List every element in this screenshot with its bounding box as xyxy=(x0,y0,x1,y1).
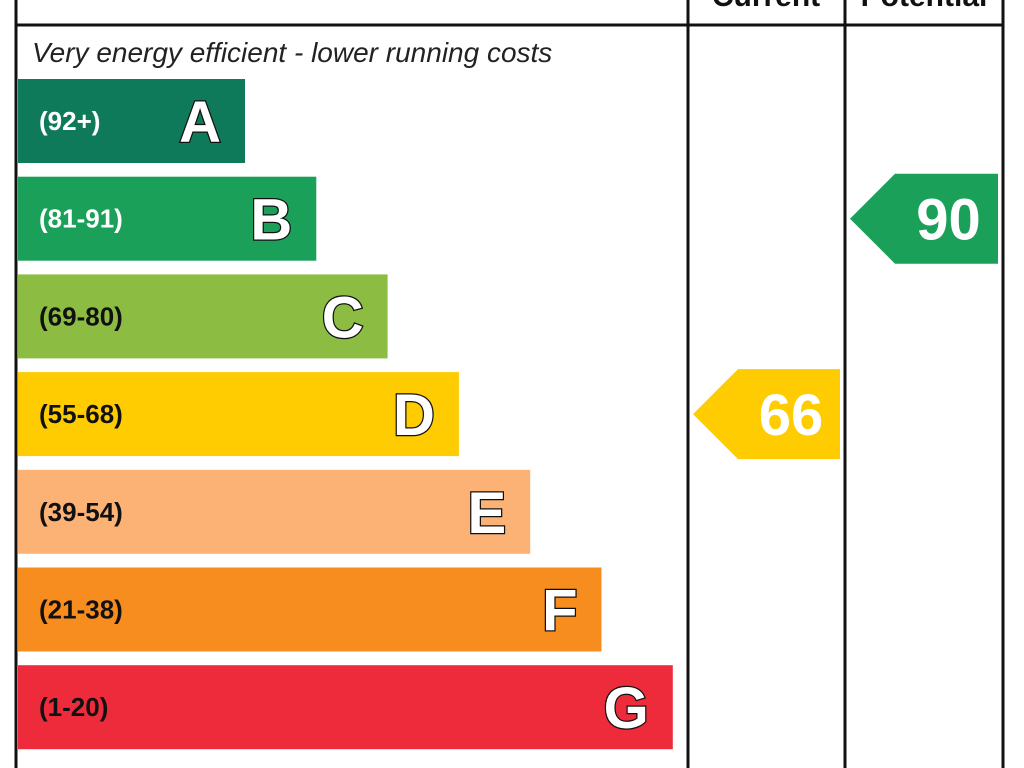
band-letter-a: A xyxy=(179,90,221,155)
band-range-f: (21-38) xyxy=(39,595,123,625)
rating-value-potential: 90 xyxy=(916,188,981,253)
band-bar-f xyxy=(18,567,602,652)
band-range-e: (39-54) xyxy=(39,497,123,527)
band-range-c: (69-80) xyxy=(39,301,123,331)
band-bar-g xyxy=(18,665,673,750)
top-caption: Very energy efficient - lower running co… xyxy=(32,37,552,68)
rating-arrow-current xyxy=(693,369,840,460)
band-bar-c xyxy=(18,274,388,359)
band-letter-c: C xyxy=(322,285,364,350)
rating-value-current: 66 xyxy=(759,383,824,448)
band-letter-f: F xyxy=(542,579,577,644)
band-range-b: (81-91) xyxy=(39,204,123,234)
band-letter-e: E xyxy=(468,481,507,546)
band-range-d: (55-68) xyxy=(39,399,123,429)
band-letter-b: B xyxy=(250,188,292,253)
bands-group: (92+) A (81-91) B (69-80) C (55-68) D (39-54) E (2… xyxy=(18,79,673,750)
band-bar-e xyxy=(18,469,531,554)
band-letter-d: D xyxy=(393,383,435,448)
header-potential: Potential xyxy=(861,0,988,13)
ratings-group: 66 90 xyxy=(693,173,998,460)
band-range-g: (1-20) xyxy=(39,692,108,722)
band-bar-d xyxy=(18,372,459,457)
band-letter-g: G xyxy=(604,676,649,741)
rating-arrow-potential xyxy=(850,173,998,264)
header-current: Current xyxy=(712,0,820,13)
band-range-a: (92+) xyxy=(39,106,100,136)
band-bar-b xyxy=(18,176,317,261)
band-bar-a xyxy=(18,79,245,163)
